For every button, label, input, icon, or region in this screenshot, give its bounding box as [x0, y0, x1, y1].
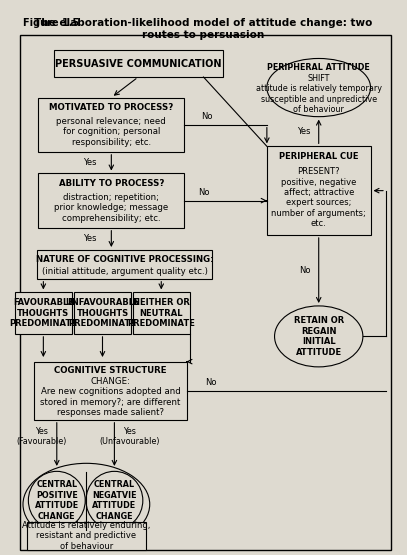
Text: Figure 1.5: Figure 1.5	[23, 18, 79, 28]
FancyBboxPatch shape	[38, 98, 184, 152]
Text: PERSUASIVE COMMUNICATION: PERSUASIVE COMMUNICATION	[55, 59, 221, 69]
Text: PERIPHERAL ATTITUDE: PERIPHERAL ATTITUDE	[267, 63, 370, 72]
Ellipse shape	[23, 463, 150, 546]
Text: Yes
(Favourable): Yes (Favourable)	[16, 427, 67, 446]
Text: PERIPHERAL CUE: PERIPHERAL CUE	[279, 152, 359, 161]
Ellipse shape	[28, 471, 85, 529]
Text: Yes
(Unfavourable): Yes (Unfavourable)	[100, 427, 160, 446]
Text: Yes: Yes	[83, 234, 97, 243]
FancyBboxPatch shape	[267, 147, 370, 235]
FancyBboxPatch shape	[74, 292, 131, 334]
Ellipse shape	[267, 58, 370, 117]
Text: RETAIN OR
REGAIN
INITIAL
ATTITUDE: RETAIN OR REGAIN INITIAL ATTITUDE	[293, 316, 344, 356]
Ellipse shape	[86, 471, 143, 529]
Text: No: No	[300, 266, 311, 275]
FancyBboxPatch shape	[34, 362, 187, 420]
Text: No: No	[205, 378, 216, 387]
Text: NEITHER OR
NEUTRAL
PREDOMINATE: NEITHER OR NEUTRAL PREDOMINATE	[127, 298, 195, 328]
Text: Attitude is relatively enduring,
resistant and predictive
of behaviour: Attitude is relatively enduring, resista…	[22, 521, 151, 551]
FancyBboxPatch shape	[20, 36, 391, 550]
FancyBboxPatch shape	[27, 522, 146, 551]
Text: Yes: Yes	[83, 158, 97, 167]
Ellipse shape	[275, 306, 363, 367]
FancyBboxPatch shape	[15, 292, 72, 334]
Text: (initial attitude, argument quality etc.): (initial attitude, argument quality etc.…	[42, 267, 208, 276]
FancyBboxPatch shape	[54, 51, 223, 77]
Text: CENTRAL
POSITIVE
ATTITUDE
CHANGE: CENTRAL POSITIVE ATTITUDE CHANGE	[35, 480, 79, 521]
FancyBboxPatch shape	[38, 174, 184, 228]
Text: MOTIVATED TO PROCESS?: MOTIVATED TO PROCESS?	[49, 103, 173, 112]
Text: SHIFT
attitude is relatively temporary
susceptible and unpredictive
of behaviour: SHIFT attitude is relatively temporary s…	[256, 74, 382, 114]
Text: NATURE OF COGNITIVE PROCESSING:: NATURE OF COGNITIVE PROCESSING:	[36, 255, 214, 264]
FancyBboxPatch shape	[133, 292, 190, 334]
Text: FAVOURABLE
THOUGHTS
PREDOMINATE: FAVOURABLE THOUGHTS PREDOMINATE	[9, 298, 77, 328]
Text: distraction; repetition;
prior knowledge; message
comprehensibility; etc.: distraction; repetition; prior knowledge…	[54, 193, 168, 223]
Text: COGNITIVE STRUCTURE: COGNITIVE STRUCTURE	[54, 366, 167, 375]
Text: Yes: Yes	[297, 127, 310, 136]
Text: ABILITY TO PROCESS?: ABILITY TO PROCESS?	[59, 179, 164, 188]
Text: UNFAVOURABLE
THOUGHTS
PREDOMINATE: UNFAVOURABLE THOUGHTS PREDOMINATE	[65, 298, 140, 328]
Text: CENTRAL
NEGATVIE
ATTITUDE
CHANGE: CENTRAL NEGATVIE ATTITUDE CHANGE	[92, 480, 137, 521]
Text: No: No	[201, 112, 213, 121]
Text: The elaboration-likelihood model of attitude change: two
routes to persuasion: The elaboration-likelihood model of atti…	[34, 18, 373, 40]
Text: No: No	[198, 188, 209, 197]
Text: CHANGE:
Are new cognitions adopted and
stored in memory?; are different
response: CHANGE: Are new cognitions adopted and s…	[40, 377, 181, 417]
Text: personal relevance; need
for cognition; personal
responsibility; etc.: personal relevance; need for cognition; …	[57, 117, 166, 147]
FancyBboxPatch shape	[37, 250, 212, 279]
Text: PRESENT?
positive, negative
affect; attractive
expert sources;
number of argumen: PRESENT? positive, negative affect; attr…	[271, 167, 366, 228]
